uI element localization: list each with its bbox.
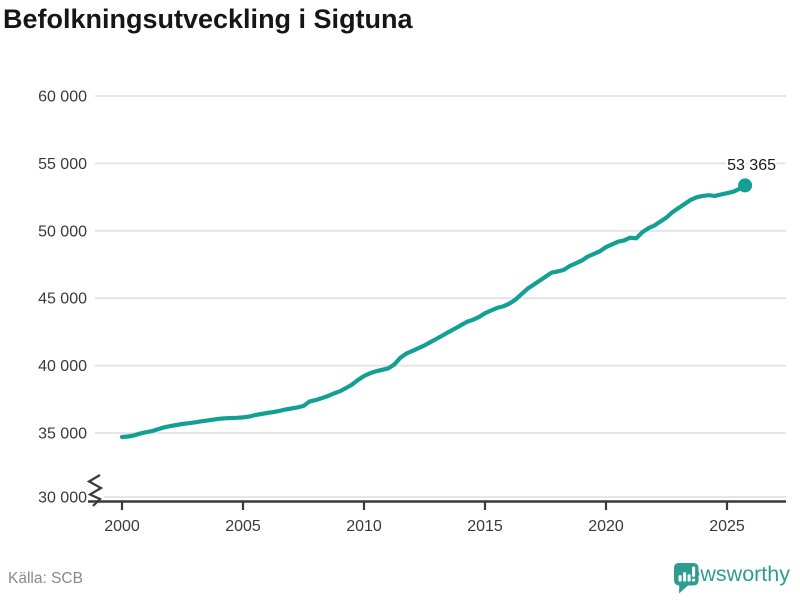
newsworthy-bubble-chart-icon (673, 563, 699, 594)
last-data-point-marker (738, 178, 753, 193)
y-tick-label: 50 000 (38, 223, 87, 240)
x-tick-label: 2025 (709, 518, 745, 535)
x-tick-label: 2020 (588, 518, 624, 535)
x-tick-label: 2010 (346, 518, 382, 535)
axis-break-icon (86, 474, 104, 507)
y-tick-label: 60 000 (38, 89, 87, 106)
y-tick-label: 40 000 (38, 358, 87, 375)
x-axis-labels: 2000 2005 2010 2015 2020 2025 (104, 518, 745, 535)
x-tick-label: 2005 (225, 518, 261, 535)
y-tick-label: 35 000 (38, 426, 87, 443)
population-line-chart: 60 000 55 000 50 000 45 000 40 000 35 000 30 0… (38, 89, 786, 535)
source-note: Källa: SCB (8, 570, 83, 587)
population-line-series (119, 183, 748, 440)
y-axis-labels: 60 000 55 000 50 000 45 000 40 000 35 000 30 0… (38, 89, 87, 507)
page-title: Befolkningsutveckling i Sigtuna (3, 4, 413, 34)
gridlines (95, 95, 786, 498)
y-tick-label: 30 000 (38, 490, 87, 507)
last-value-annotation: 53 365 (727, 157, 776, 174)
x-tick-label: 2015 (467, 518, 503, 535)
x-axis-ticks (120, 502, 729, 510)
y-tick-label: 55 000 (38, 156, 87, 173)
newsworthy-logo: Newsworthy (673, 562, 790, 594)
y-tick-label: 45 000 (38, 291, 87, 308)
x-tick-label: 2000 (104, 518, 140, 535)
